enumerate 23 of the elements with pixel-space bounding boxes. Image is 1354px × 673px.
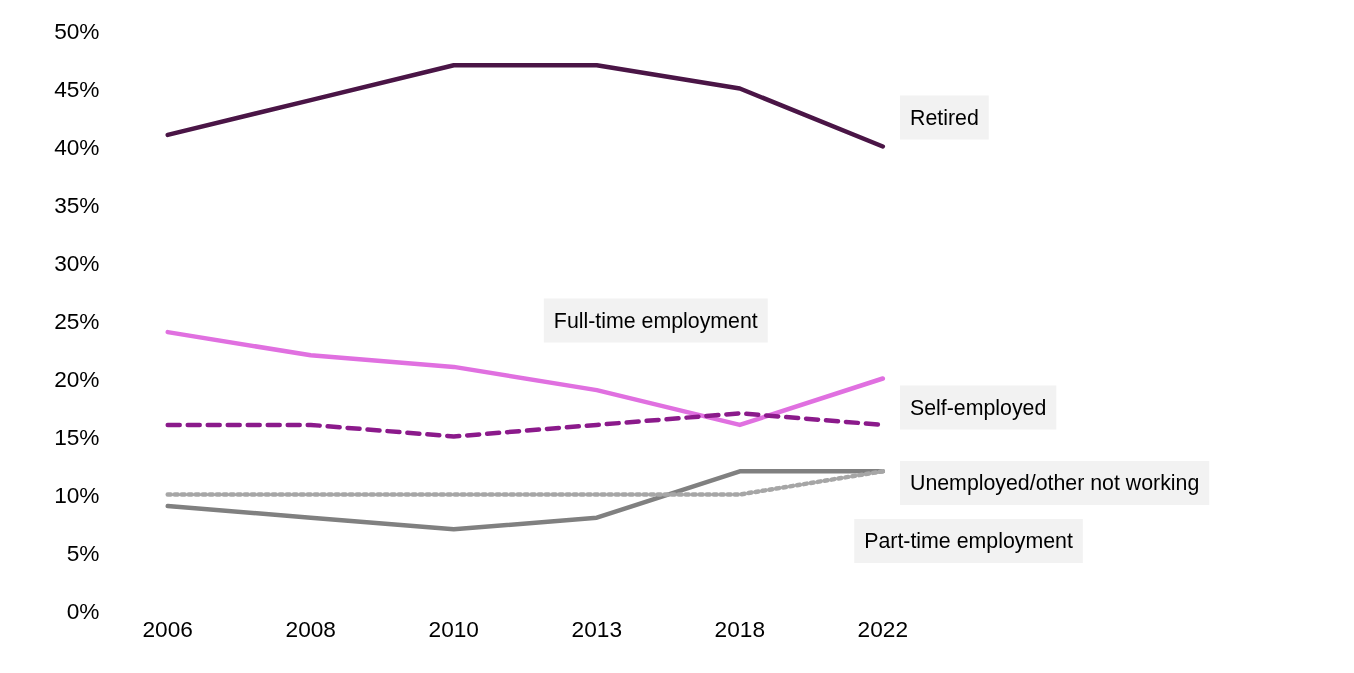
text: Part-time employment <box>864 528 1073 553</box>
x-tick-label: 2022 <box>857 615 909 642</box>
y-tick-label: 50% <box>54 17 100 44</box>
x-tick-label: 2018 <box>714 615 766 642</box>
text: Full-time employment <box>553 308 758 333</box>
y-tick-label: 40% <box>54 133 100 160</box>
x-tick-label: 2006 <box>142 615 193 642</box>
line-series <box>165 63 886 149</box>
x-tick-label: 2008 <box>285 615 336 642</box>
y-tick-label: 35% <box>54 191 100 218</box>
y-tick-label: 25% <box>54 307 100 334</box>
x-tick-label: 2013 <box>571 615 622 642</box>
y-tick-label: 5% <box>66 539 100 566</box>
y-tick-label: 30% <box>54 249 100 276</box>
x-tick-label: 2010 <box>428 615 479 642</box>
y-tick-label: 10% <box>54 481 100 508</box>
y-tick-label: 20% <box>54 365 100 392</box>
y-tick-label: 15% <box>54 423 100 450</box>
y-tick-label: 0% <box>66 597 100 624</box>
series-label: Unemployed/other not working <box>909 470 1200 495</box>
series-label: Self-employed <box>909 395 1047 420</box>
y-tick-label: 45% <box>54 75 100 102</box>
series-label: Retired <box>909 105 979 130</box>
